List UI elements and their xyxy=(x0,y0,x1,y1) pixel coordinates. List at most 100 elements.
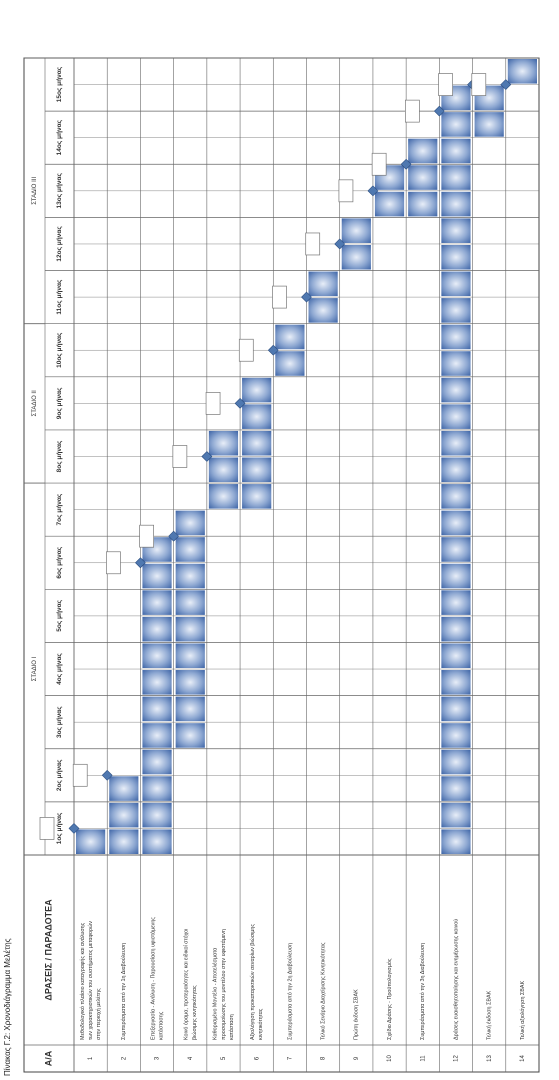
activity-label: Αξιολόγηση προκαταρκτικών σεναρίων βιώσι… xyxy=(249,924,256,1040)
row-number: 11 xyxy=(420,1055,426,1062)
activity-label: των χαρακτηριστικών του συστήματος μεταφ… xyxy=(87,921,94,1040)
schedule-cell xyxy=(142,802,172,828)
month-label: 11ος μήνας xyxy=(56,279,63,315)
activity-label: βιώσιμης κινητικότητας xyxy=(191,985,198,1040)
activity-label: Τελική έκδοση ΣΒΑΚ xyxy=(486,990,493,1040)
stage-label: ΣΤΑΔΙΟ Ι xyxy=(32,656,38,681)
schedule-cell xyxy=(408,191,438,217)
milestone-box xyxy=(72,763,88,787)
activity-label: Δράσεις ευαισθητοποίησης και ενημέρωσης … xyxy=(452,919,459,1040)
milestone-box xyxy=(371,152,387,176)
schedule-cell xyxy=(242,457,272,483)
schedule-cell xyxy=(441,696,471,722)
milestone-box xyxy=(106,551,121,575)
schedule-cell xyxy=(441,165,471,190)
milestone-diamond xyxy=(168,530,180,542)
schedule-cell xyxy=(441,457,471,483)
activity-label: Επεξεργασία - Ανάλυση - Παρουσίαση υφιστ… xyxy=(149,917,156,1040)
row-number: 12 xyxy=(454,1055,460,1062)
month-label: 3ος μήνας xyxy=(56,706,63,738)
schedule-cell xyxy=(109,802,139,828)
month-label: 4ος μήνας xyxy=(56,653,63,685)
schedule-cell xyxy=(175,723,205,748)
milestone-diamond xyxy=(68,823,80,834)
activity-label: Κοινό όραμα, προτεραιότητες και ειδικοί … xyxy=(183,928,190,1040)
activity-label: Πρώτη έκδοση ΣΒΑΚ xyxy=(353,989,360,1040)
activity-label: στην περιοχή μελέτης xyxy=(95,988,102,1040)
month-label: 10ος μήνας xyxy=(56,332,63,368)
schedule-cell xyxy=(507,59,537,84)
schedule-cell xyxy=(441,616,471,642)
schedule-cell xyxy=(441,484,471,509)
schedule-cell xyxy=(374,191,405,217)
milestone-box xyxy=(139,524,154,548)
milestone-diamond xyxy=(201,451,213,462)
month-label: 7ος μήνας xyxy=(56,493,63,525)
schedule-cell xyxy=(275,324,305,350)
schedule-cell xyxy=(441,776,471,801)
row-number: 8 xyxy=(321,1056,327,1060)
schedule-cell xyxy=(441,829,471,854)
month-label: 2ος μήνας xyxy=(56,759,63,791)
activity-label: Συμπεράσματα από την 2η Διαβούλευση xyxy=(286,943,293,1040)
milestone-box xyxy=(272,285,287,309)
milestone-diamond xyxy=(135,557,146,569)
schedule-cell xyxy=(208,430,239,456)
schedule-cell xyxy=(208,457,239,483)
schedule-cell xyxy=(142,563,172,589)
row-number: 9 xyxy=(354,1056,360,1060)
schedule-cell xyxy=(441,351,471,376)
schedule-cell xyxy=(142,590,172,615)
activity-label: Μεθοδολογικό πλαίσιο καταγραφής και ανάλ… xyxy=(79,922,86,1040)
month-label: 13ος μήνας xyxy=(56,173,63,209)
milestone-box xyxy=(238,338,254,362)
activity-label: κινητικότητας xyxy=(257,1008,264,1040)
schedule-cell xyxy=(142,776,172,801)
schedule-cell xyxy=(441,510,471,536)
milestone-box xyxy=(471,73,487,96)
schedule-cell xyxy=(441,802,471,828)
month-label: 5ος μήνας xyxy=(56,599,63,631)
milestone-box xyxy=(172,445,188,468)
schedule-cell xyxy=(142,696,172,722)
month-label: 14ος μήνας xyxy=(56,119,63,155)
row-number: 1 xyxy=(88,1056,94,1060)
activities-header: ΔΡΑΣΕΙΣ / ΠΑΡΑΔΟΤΕΑ xyxy=(43,899,53,1001)
milestone-box xyxy=(338,179,354,203)
schedule-cell xyxy=(441,404,471,429)
schedule-cell xyxy=(76,829,106,854)
schedule-cell xyxy=(109,776,139,801)
schedule-cell xyxy=(142,723,172,748)
milestone-diamond xyxy=(267,344,279,356)
schedule-cell xyxy=(308,271,338,297)
schedule-cell xyxy=(441,244,471,270)
schedule-cell xyxy=(175,643,205,669)
schedule-cell xyxy=(441,537,471,562)
milestone-diamond xyxy=(433,105,445,117)
schedule-cell xyxy=(441,377,471,403)
schedule-cell xyxy=(441,298,471,323)
month-label: 15ος μήνας xyxy=(56,66,63,102)
milestone-diamond xyxy=(101,769,113,781)
schedule-cell xyxy=(441,430,471,456)
schedule-cell xyxy=(208,484,239,509)
schedule-cell xyxy=(142,643,172,669)
milestone-diamond xyxy=(301,291,312,303)
schedule-cell xyxy=(408,138,438,164)
stage-label: ΣΤΑΔΙΟ ΙΙΙ xyxy=(32,177,38,205)
schedule-cell xyxy=(242,377,272,403)
activity-label: κατάστασης xyxy=(158,1011,165,1040)
activity-label: Καθορισμένο Μοντέλο - Αποτελέσματα xyxy=(212,948,219,1040)
schedule-cell xyxy=(175,590,205,615)
schedule-cell xyxy=(308,298,338,323)
milestone-box xyxy=(438,73,453,96)
schedule-cell xyxy=(474,112,504,137)
milestone-diamond xyxy=(234,397,246,409)
row-number: 14 xyxy=(520,1055,526,1062)
schedule-cell xyxy=(175,616,205,642)
schedule-cell xyxy=(175,670,205,695)
activity-label: Τελικό Σενάριο Διαχείρισης Κινητικότητας xyxy=(320,942,327,1040)
row-number: 3 xyxy=(155,1056,161,1060)
row-number: 13 xyxy=(487,1055,493,1062)
activity-label: Συμπεράσματα από την 1η Διαβούλευση xyxy=(120,943,127,1040)
